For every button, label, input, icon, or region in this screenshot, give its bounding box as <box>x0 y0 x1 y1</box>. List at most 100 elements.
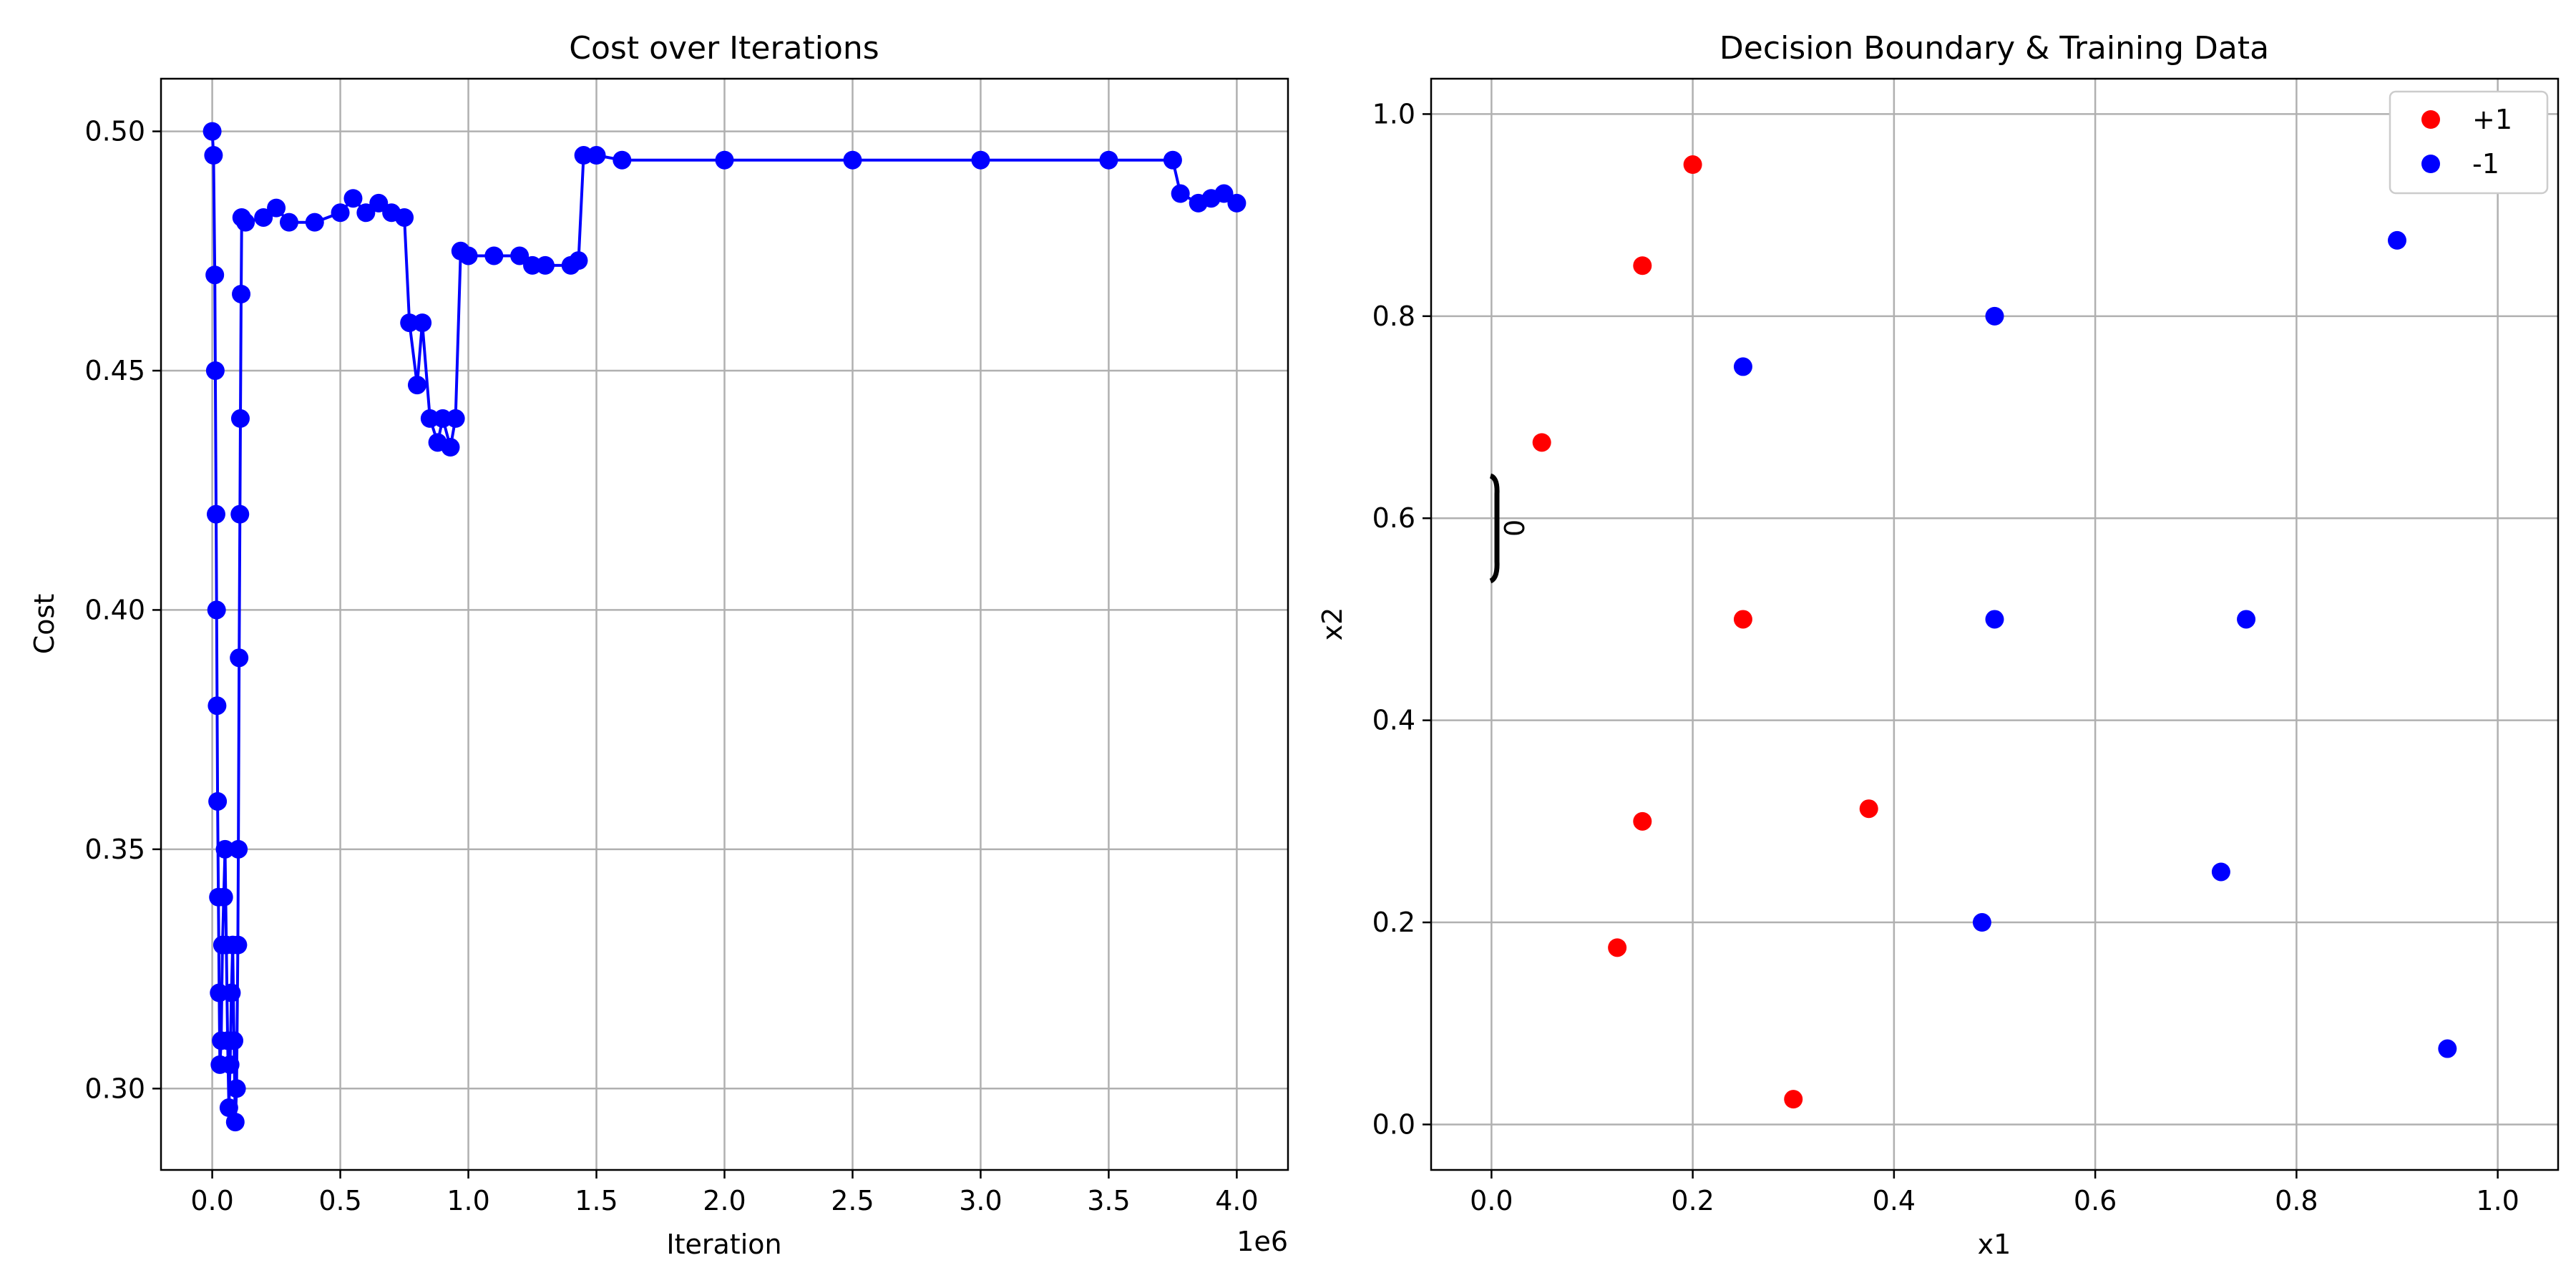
cost-chart-ticks: 0.0 0.5 1.0 1.5 2.0 2.5 3.0 3.5 4.0 0.30 0.35 0.40 0… <box>84 116 1258 1216</box>
cost-chart-y-tick-label: 0.30 <box>84 1073 145 1104</box>
cost-point <box>369 193 389 213</box>
cost-point <box>613 150 632 170</box>
cost-point <box>356 203 376 223</box>
decision-boundary-chart: 0 0.0 0.2 0.4 0.6 0.8 1.0 0.0 0.2 0.4 0.6 0.8 1.0 D… <box>1317 30 2560 1260</box>
cost-point <box>214 887 233 907</box>
decision-chart-ylabel: x2 <box>1317 608 1348 641</box>
cost-chart-y-tick-label: 0.40 <box>84 594 145 625</box>
cost-point <box>523 255 542 275</box>
cost-point <box>219 1098 238 1118</box>
cost-point <box>843 150 862 170</box>
cost-point <box>510 246 530 265</box>
decision-chart-y-tick-label: 0.8 <box>1372 301 1415 332</box>
legend-box <box>2389 90 2549 195</box>
positive-point <box>1859 799 1878 819</box>
cost-point <box>1227 193 1246 213</box>
negative-point <box>2388 230 2406 250</box>
decision-scatter-points <box>1532 155 2457 1109</box>
cost-point <box>225 1031 244 1050</box>
decision-chart-y-tick-label: 0.0 <box>1372 1108 1415 1140</box>
cost-chart-xlabel: Iteration <box>666 1229 781 1260</box>
cost-chart-x-tick-label: 3.5 <box>1087 1185 1130 1216</box>
positive-point <box>1683 155 1702 175</box>
negative-point <box>2438 1039 2457 1058</box>
cost-chart-x-tick-label: 4.0 <box>1215 1185 1258 1216</box>
cost-point <box>230 648 249 668</box>
cost-point <box>267 198 286 218</box>
cost-chart-x-tick-label: 2.0 <box>703 1185 746 1216</box>
decision-chart-y-tick-label: 0.2 <box>1372 907 1415 938</box>
cost-point <box>208 791 228 811</box>
legend-label-negative: -1 <box>2472 148 2499 180</box>
cost-chart-y-tick-label: 0.50 <box>84 116 145 147</box>
cost-point <box>569 251 588 270</box>
decision-chart-x-tick-label: 0.4 <box>1873 1185 1916 1216</box>
cost-point <box>215 839 235 859</box>
cost-point <box>331 203 350 223</box>
cost-chart-y-tick-label: 0.35 <box>84 834 145 865</box>
positive-point <box>1633 256 1652 275</box>
cost-chart-title: Cost over Iterations <box>569 30 879 67</box>
cost-chart-x-tick-label: 1.5 <box>575 1185 618 1216</box>
cost-point <box>1163 150 1182 170</box>
cost-point <box>204 146 223 165</box>
decision-chart-xlabel: x1 <box>1978 1229 2011 1260</box>
cost-point <box>220 1055 240 1074</box>
negative-point <box>2237 610 2256 629</box>
cost-point <box>230 409 250 428</box>
cost-point <box>205 265 225 285</box>
cost-chart: 0.0 0.5 1.0 1.5 2.0 2.5 3.0 3.5 4.0 0.30 0.35 0.40 0… <box>29 30 1289 1260</box>
cost-point <box>343 189 363 208</box>
cost-point <box>207 600 226 620</box>
cost-point <box>971 150 990 170</box>
cost-point <box>433 409 452 428</box>
cost-point <box>484 246 504 265</box>
decision-chart-frame <box>1430 77 2560 1171</box>
decision-chart-x-tick-label: 1.0 <box>2476 1185 2519 1216</box>
cost-point <box>574 146 593 165</box>
cost-point <box>395 208 414 227</box>
cost-point <box>441 438 460 457</box>
positive-point <box>1784 1090 1803 1109</box>
cost-point <box>227 1079 246 1098</box>
cost-chart-x-tick-label: 2.5 <box>831 1185 874 1216</box>
decision-chart-x-tick-label: 0.8 <box>2275 1185 2318 1216</box>
decision-chart-y-tick-label: 0.4 <box>1372 705 1415 736</box>
cost-point <box>205 361 225 381</box>
cost-point <box>1171 184 1190 203</box>
cost-point <box>715 150 734 170</box>
decision-chart-title: Decision Boundary & Training Data <box>1719 30 2269 67</box>
decision-chart-x-tick-label: 0.0 <box>1470 1185 1513 1216</box>
decision-chart-y-tick-label: 0.6 <box>1372 502 1415 534</box>
cost-point <box>228 935 248 955</box>
decision-chart-grid <box>1431 79 2558 1170</box>
cost-point <box>225 1113 245 1132</box>
positive-point <box>1733 610 1752 629</box>
cost-point <box>208 696 227 716</box>
cost-chart-x-tick-label: 1.0 <box>447 1185 489 1216</box>
negative-point <box>2211 862 2230 882</box>
decision-boundary-line <box>1489 473 1500 584</box>
negative-point <box>1985 610 2004 629</box>
negative-point <box>1972 913 1991 932</box>
cost-chart-x-tick-label: 0.5 <box>318 1185 361 1216</box>
legend-label-positive: +1 <box>2472 104 2512 135</box>
cost-point <box>535 255 555 275</box>
cost-point <box>420 409 439 428</box>
cost-point <box>206 504 225 524</box>
decision-chart-x-tick-label: 0.2 <box>1671 1185 1714 1216</box>
cost-chart-ylabel: Cost <box>29 594 60 654</box>
cost-point <box>229 839 248 859</box>
cost-point <box>587 146 606 165</box>
negative-point <box>1985 306 2004 326</box>
decision-boundary-contour-label: 0 <box>1498 519 1529 537</box>
cost-point <box>400 313 419 333</box>
decision-boundary-contour: 0 <box>1489 473 1529 584</box>
cost-point <box>1099 150 1118 170</box>
cost-point <box>1214 184 1234 203</box>
cost-point <box>232 284 251 303</box>
legend-marker-negative <box>2421 155 2440 173</box>
cost-point <box>446 409 465 428</box>
decision-chart-x-tick-label: 0.6 <box>2074 1185 2117 1216</box>
